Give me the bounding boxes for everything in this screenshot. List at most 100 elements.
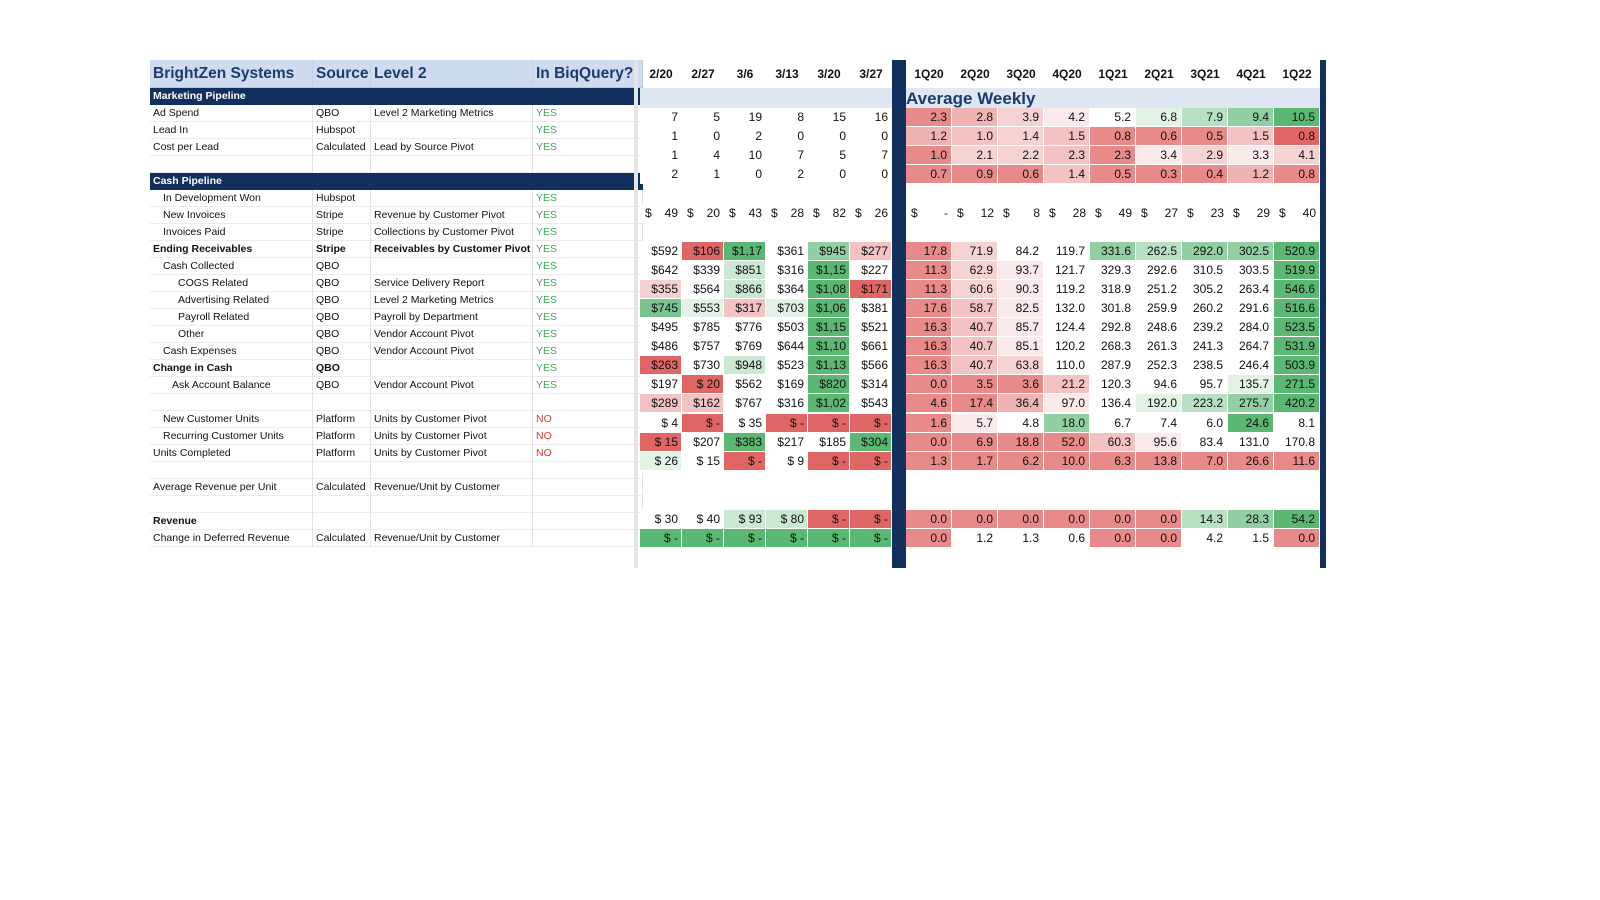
value-cell[interactable]: 0 bbox=[808, 127, 850, 146]
bigquery-cell[interactable] bbox=[533, 462, 643, 479]
value-cell[interactable]: $644 bbox=[766, 337, 808, 356]
value-cell[interactable]: $304 bbox=[850, 433, 892, 452]
value-cell[interactable]: 18.0 bbox=[1044, 414, 1090, 433]
value-cell[interactable]: $495 bbox=[640, 318, 682, 337]
value-cell[interactable]: 85.1 bbox=[998, 337, 1044, 356]
metric-cell[interactable] bbox=[150, 394, 313, 411]
value-cell[interactable]: $543 bbox=[850, 394, 892, 413]
column-header[interactable]: Level 2 bbox=[371, 60, 533, 88]
value-cell[interactable]: 2 bbox=[640, 165, 682, 184]
value-cell[interactable]: 271.5 bbox=[1274, 375, 1320, 394]
value-cell[interactable]: 6.3 bbox=[1090, 452, 1136, 471]
metric-cell[interactable]: Recurring Customer Units bbox=[150, 428, 313, 445]
metric-cell[interactable]: Change in Cash bbox=[150, 360, 313, 377]
level2-cell[interactable]: Vendor Account Pivot bbox=[371, 326, 533, 343]
value-cell[interactable]: 259.9 bbox=[1136, 299, 1182, 318]
level2-cell[interactable] bbox=[371, 122, 533, 139]
bigquery-cell[interactable]: YES bbox=[533, 309, 643, 326]
value-cell[interactable]: 9.4 bbox=[1228, 108, 1274, 127]
metric-cell[interactable]: Payroll Related bbox=[150, 309, 313, 326]
value-cell[interactable]: $339 bbox=[682, 261, 724, 280]
value-cell[interactable]: 16 bbox=[850, 108, 892, 127]
value-cell[interactable]: $1,10 bbox=[808, 337, 850, 356]
value-cell[interactable]: 60.6 bbox=[952, 280, 998, 299]
value-cell[interactable]: 10.5 bbox=[1274, 108, 1320, 127]
value-cell[interactable]: 0.4 bbox=[1182, 165, 1228, 184]
value-cell[interactable]: 97.0 bbox=[1044, 394, 1090, 413]
value-cell[interactable]: $1,08 bbox=[808, 280, 850, 299]
value-cell[interactable]: $82 bbox=[808, 204, 850, 223]
value-cell[interactable]: 520.9 bbox=[1274, 242, 1320, 261]
value-cell[interactable]: 119.2 bbox=[1044, 280, 1090, 299]
bigquery-cell[interactable]: YES bbox=[533, 343, 643, 360]
value-cell[interactable]: $316 bbox=[766, 261, 808, 280]
source-cell[interactable]: QBO bbox=[313, 343, 371, 360]
value-cell[interactable]: $49 bbox=[1090, 204, 1136, 223]
value-cell[interactable]: 223.2 bbox=[1182, 394, 1228, 413]
value-cell[interactable]: 0 bbox=[808, 165, 850, 184]
value-cell[interactable]: 5 bbox=[682, 108, 724, 127]
source-cell[interactable] bbox=[313, 394, 371, 411]
source-cell[interactable]: Hubspot bbox=[313, 122, 371, 139]
value-cell[interactable]: $28 bbox=[766, 204, 808, 223]
value-cell[interactable]: 0.0 bbox=[906, 529, 952, 548]
value-cell[interactable]: 0 bbox=[850, 127, 892, 146]
quarter-header[interactable]: 2Q21 bbox=[1144, 67, 1174, 81]
value-cell[interactable]: 62.9 bbox=[952, 261, 998, 280]
value-cell[interactable]: 120.3 bbox=[1090, 375, 1136, 394]
value-cell[interactable]: 119.7 bbox=[1044, 242, 1090, 261]
value-cell[interactable]: 0 bbox=[724, 165, 766, 184]
value-cell[interactable]: 2.3 bbox=[1044, 146, 1090, 165]
value-cell[interactable]: 85.7 bbox=[998, 318, 1044, 337]
value-cell[interactable]: $40 bbox=[1274, 204, 1320, 223]
value-cell[interactable]: 1 bbox=[640, 146, 682, 165]
source-cell[interactable]: QBO bbox=[313, 326, 371, 343]
value-cell[interactable]: $381 bbox=[850, 299, 892, 318]
value-cell[interactable]: 2.8 bbox=[952, 108, 998, 127]
value-cell[interactable]: $ 20 bbox=[682, 375, 724, 394]
value-cell[interactable]: 284.0 bbox=[1228, 318, 1274, 337]
value-cell[interactable]: $ - bbox=[724, 452, 766, 471]
value-cell[interactable]: 0.6 bbox=[1136, 127, 1182, 146]
value-cell[interactable]: 135.7 bbox=[1228, 375, 1274, 394]
value-cell[interactable]: 262.5 bbox=[1136, 242, 1182, 261]
bigquery-cell[interactable]: YES bbox=[533, 241, 643, 258]
value-cell[interactable]: 0.0 bbox=[1274, 529, 1320, 548]
value-cell[interactable]: $523 bbox=[766, 356, 808, 375]
value-cell[interactable]: $227 bbox=[850, 261, 892, 280]
value-cell[interactable]: 1.4 bbox=[1044, 165, 1090, 184]
value-cell[interactable]: $171 bbox=[850, 280, 892, 299]
value-cell[interactable]: 0.0 bbox=[1090, 510, 1136, 529]
week-header[interactable]: 2/20 bbox=[649, 67, 673, 81]
value-cell[interactable]: 8 bbox=[766, 108, 808, 127]
value-cell[interactable]: $1,13 bbox=[808, 356, 850, 375]
value-cell[interactable]: 120.2 bbox=[1044, 337, 1090, 356]
value-cell[interactable]: 1 bbox=[682, 165, 724, 184]
value-cell[interactable]: 110.0 bbox=[1044, 356, 1090, 375]
value-cell[interactable]: 63.8 bbox=[998, 356, 1044, 375]
level2-cell[interactable]: Revenue/Unit by Customer bbox=[371, 530, 533, 547]
value-cell[interactable]: 241.3 bbox=[1182, 337, 1228, 356]
value-cell[interactable]: 2.3 bbox=[906, 108, 952, 127]
value-cell[interactable]: $948 bbox=[724, 356, 766, 375]
metric-cell[interactable]: In Development Won bbox=[150, 190, 313, 207]
metric-cell[interactable] bbox=[150, 156, 313, 173]
value-cell[interactable]: $521 bbox=[850, 318, 892, 337]
value-cell[interactable]: 58.7 bbox=[952, 299, 998, 318]
value-cell[interactable]: $1,15 bbox=[808, 318, 850, 337]
value-cell[interactable]: $169 bbox=[766, 375, 808, 394]
value-cell[interactable]: $197 bbox=[640, 375, 682, 394]
level2-cell[interactable]: Level 2 Marketing Metrics bbox=[371, 292, 533, 309]
value-cell[interactable]: $364 bbox=[766, 280, 808, 299]
value-cell[interactable]: 1.6 bbox=[906, 414, 952, 433]
value-cell[interactable]: 292.6 bbox=[1136, 261, 1182, 280]
bigquery-cell[interactable] bbox=[533, 513, 643, 530]
value-cell[interactable]: $ 93 bbox=[724, 510, 766, 529]
value-cell[interactable]: 1.4 bbox=[998, 127, 1044, 146]
level2-cell[interactable]: Service Delivery Report bbox=[371, 275, 533, 292]
bigquery-cell[interactable]: YES bbox=[533, 139, 643, 156]
value-cell[interactable]: 4.6 bbox=[906, 394, 952, 413]
value-cell[interactable]: 83.4 bbox=[1182, 433, 1228, 452]
value-cell[interactable]: $661 bbox=[850, 337, 892, 356]
metric-cell[interactable]: Average Revenue per Unit bbox=[150, 479, 313, 496]
